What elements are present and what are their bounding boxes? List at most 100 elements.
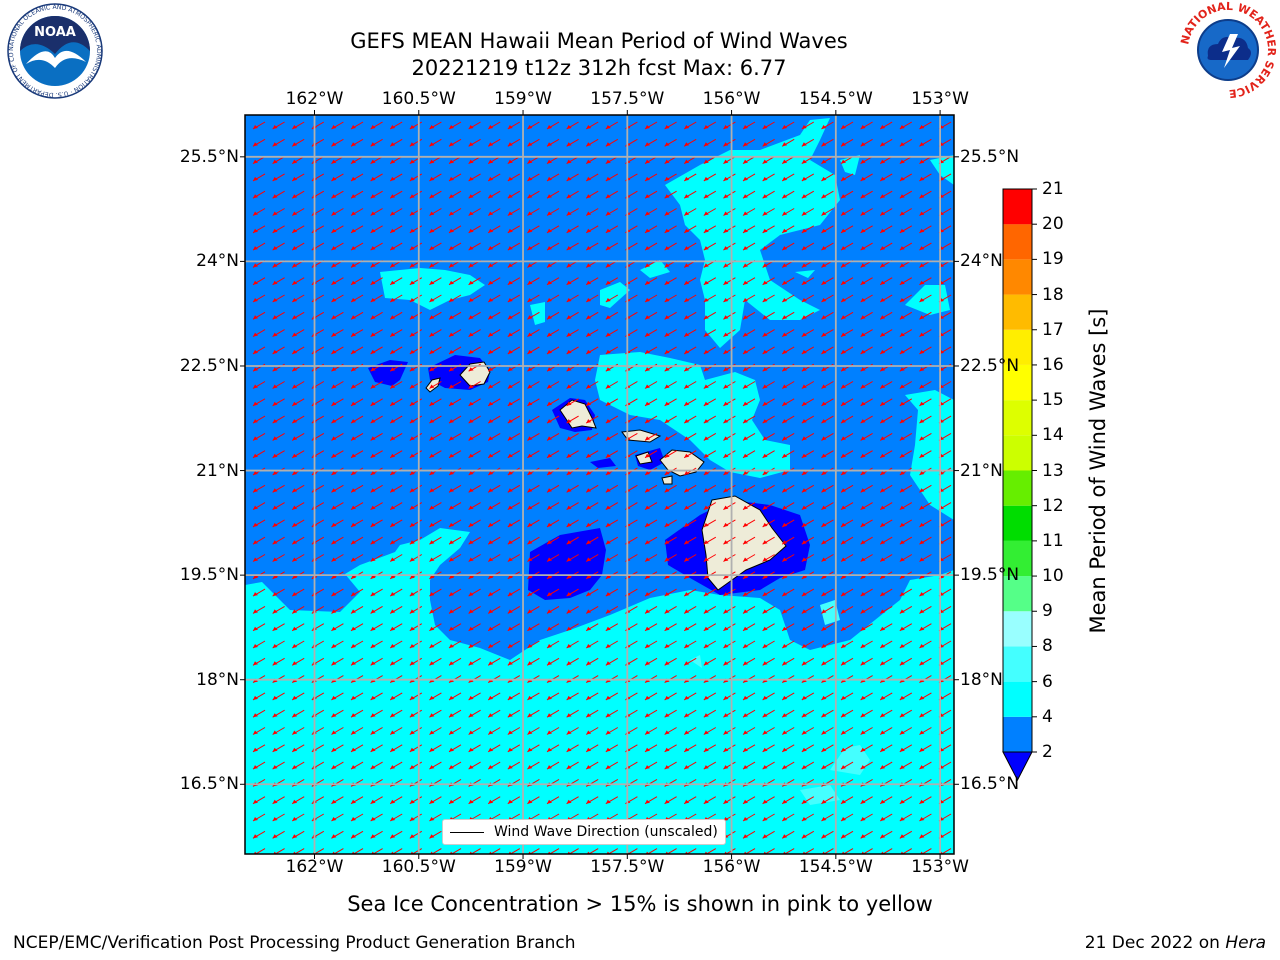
wind-wave-arrow <box>605 727 619 735</box>
wind-wave-arrow <box>801 346 815 355</box>
wind-wave-arrow <box>350 796 364 805</box>
wind-wave-arrow <box>448 536 462 545</box>
wind-wave-arrow <box>840 744 854 753</box>
wind-wave-arrow <box>468 640 481 649</box>
wind-wave-arrow <box>644 450 658 459</box>
wind-wave-arrow <box>507 450 521 459</box>
wind-wave-arrow <box>605 225 619 234</box>
wind-wave-arrow <box>507 173 521 182</box>
period-region-cyan-north <box>665 118 840 348</box>
wind-wave-arrow <box>821 536 834 545</box>
wind-wave-arrow <box>527 173 540 182</box>
wind-wave-arrow <box>742 640 756 649</box>
wind-wave-arrow <box>272 381 285 389</box>
wind-wave-arrow <box>664 657 677 666</box>
colorbar <box>1002 188 1037 782</box>
wind-wave-arrow <box>879 519 893 528</box>
wind-wave-arrow <box>252 242 266 251</box>
wind-wave-arrow <box>429 225 442 234</box>
wind-wave-arrow <box>919 796 932 805</box>
wind-wave-arrow <box>762 156 775 165</box>
wind-wave-arrow <box>919 640 932 649</box>
wind-wave-arrow <box>409 467 423 476</box>
wind-wave-arrow <box>840 830 854 839</box>
chart-title: GEFS MEAN Hawaii Mean Period of Wind Wav… <box>350 29 848 53</box>
wind-wave-arrow <box>703 796 717 805</box>
wind-wave-arrow <box>429 727 442 735</box>
wind-wave-arrow <box>409 432 423 441</box>
chart-forecast-info: 20221219 t12z 312h fcst Max: 6.77 <box>411 56 787 80</box>
wind-wave-arrow <box>331 692 344 701</box>
wind-wave-arrow <box>252 311 266 320</box>
wind-wave-arrow <box>487 502 501 511</box>
wind-wave-arrow <box>272 450 285 459</box>
wind-wave-arrow <box>350 398 364 407</box>
wind-wave-arrow <box>370 173 383 182</box>
wind-wave-arrow <box>840 813 854 822</box>
wind-wave-arrow <box>272 502 285 511</box>
wind-wave-arrow <box>566 657 579 666</box>
wind-wave-arrow <box>703 242 717 251</box>
wind-wave-arrow <box>468 709 481 718</box>
wind-wave-arrow <box>644 208 658 216</box>
wind-wave-arrow <box>468 432 481 441</box>
wind-wave-arrow <box>723 519 736 528</box>
wind-wave-arrow <box>350 121 364 130</box>
wind-wave-arrow <box>507 467 521 476</box>
wind-wave-arrow <box>546 484 560 493</box>
wind-wave-arrow <box>527 415 540 424</box>
wind-wave-arrow <box>664 294 677 303</box>
wind-wave-arrow <box>350 242 364 251</box>
wind-wave-arrow <box>527 398 540 407</box>
wind-wave-arrow <box>272 190 285 199</box>
wind-wave-arrow <box>429 623 442 632</box>
wind-wave-arrow <box>781 467 795 476</box>
wind-wave-arrow <box>840 605 854 614</box>
wind-wave-arrow <box>331 311 344 320</box>
wind-wave-arrow <box>527 311 540 320</box>
wind-wave-arrow <box>703 640 717 649</box>
wind-wave-arrow <box>821 415 834 424</box>
wind-wave-arrow <box>291 381 305 389</box>
colorbar-tick-label: 18 <box>1042 284 1064 305</box>
wind-wave-arrow <box>879 138 893 147</box>
wind-wave-arrow <box>762 502 775 511</box>
colorbar-segment <box>1003 611 1032 647</box>
wind-wave-arrow <box>762 294 775 303</box>
wind-wave-arrow <box>683 727 697 735</box>
wind-wave-arrow <box>585 502 599 511</box>
wind-wave-arrow <box>585 692 599 701</box>
wind-wave-arrow <box>487 709 501 718</box>
wind-wave-arrow <box>566 138 579 147</box>
wind-wave-arrow <box>664 121 677 130</box>
colorbar-tick-label: 2 <box>1042 742 1053 762</box>
wind-wave-arrow <box>821 467 834 476</box>
wind-wave-arrow <box>585 381 599 389</box>
wind-wave-arrow <box>585 311 599 320</box>
wind-wave-arrow <box>879 623 893 632</box>
wind-wave-arrow <box>527 121 540 130</box>
wind-wave-arrow <box>899 588 913 597</box>
wind-wave-arrow <box>860 744 873 753</box>
wind-wave-arrow <box>683 311 697 320</box>
wind-wave-arrow <box>919 156 932 165</box>
wind-wave-arrow <box>879 554 893 562</box>
wind-wave-arrow <box>605 519 619 528</box>
wind-wave-arrow <box>821 138 834 147</box>
wind-wave-arrow <box>762 208 775 216</box>
wind-wave-arrow <box>252 554 266 562</box>
wind-wave-arrow <box>272 709 285 718</box>
wind-wave-arrow <box>370 277 383 286</box>
wind-wave-arrow <box>801 605 815 614</box>
wind-wave-arrow <box>703 398 717 407</box>
wind-wave-arrow <box>919 432 932 441</box>
colorbar-segment <box>1003 400 1032 436</box>
wind-wave-arrow <box>370 502 383 511</box>
wind-wave-arrow <box>546 156 560 165</box>
wind-wave-arrow <box>448 484 462 493</box>
wind-wave-arrow <box>546 796 560 805</box>
wind-wave-arrow <box>527 225 540 234</box>
wind-wave-arrow <box>605 450 619 459</box>
wind-wave-arrow <box>762 173 775 182</box>
wind-wave-arrow <box>899 329 913 338</box>
